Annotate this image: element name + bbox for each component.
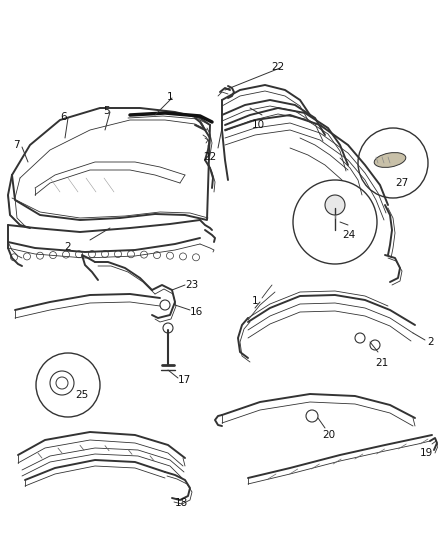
Text: 22: 22 xyxy=(203,152,217,162)
Ellipse shape xyxy=(374,152,406,167)
Text: 5: 5 xyxy=(102,106,110,116)
Text: 17: 17 xyxy=(178,375,191,385)
Text: 1: 1 xyxy=(252,296,258,306)
Text: 27: 27 xyxy=(395,178,408,188)
Text: 22: 22 xyxy=(272,62,285,72)
Text: 2: 2 xyxy=(427,337,434,347)
Text: 23: 23 xyxy=(185,280,198,290)
Text: 6: 6 xyxy=(61,112,67,122)
Text: 20: 20 xyxy=(322,430,335,440)
Text: 21: 21 xyxy=(375,358,388,368)
Text: 2: 2 xyxy=(65,242,71,252)
Text: 7: 7 xyxy=(13,140,19,150)
Circle shape xyxy=(325,195,345,215)
Text: 1: 1 xyxy=(167,92,173,102)
Text: 10: 10 xyxy=(251,120,265,130)
Text: 18: 18 xyxy=(175,498,188,508)
Text: 25: 25 xyxy=(75,390,88,400)
Text: 16: 16 xyxy=(190,307,203,317)
Text: 19: 19 xyxy=(420,448,433,458)
Text: 24: 24 xyxy=(342,230,355,240)
